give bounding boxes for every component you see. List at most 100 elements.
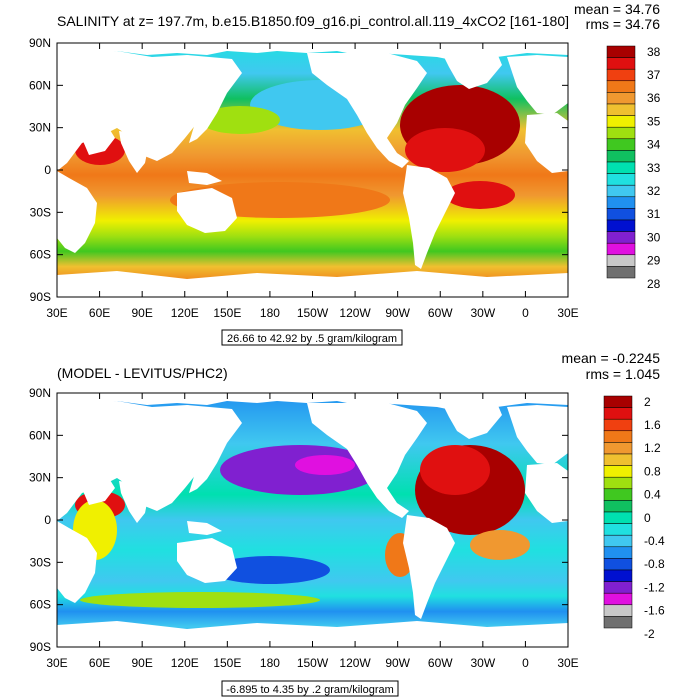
panel-1-colorbar-swatch — [606, 184, 636, 198]
panel-2-colorbar-swatch — [603, 407, 633, 420]
panel-2-range-box — [221, 680, 399, 697]
panel-2-colorbar-swatch — [603, 604, 633, 617]
panel-1-x-tick-label: 0 — [522, 306, 529, 320]
panel-1-colorbar: 38 37 36 35 34 33 32 31 30 29 28 — [606, 45, 661, 291]
panel-1-colorbar-swatch — [606, 196, 636, 209]
panel-1-colorbar-swatch — [606, 173, 636, 186]
panel-2-colorbar-swatch — [603, 453, 633, 466]
panel-1-x-tick-label: 180 — [260, 306, 280, 320]
panel-2-title: (MODEL - LEVITUS/PHC2) — [57, 365, 228, 381]
panel-1-colorbar-swatch — [606, 138, 636, 151]
panel-1-x-tick-label: 120E — [171, 306, 199, 320]
panel-1-colorbar-swatch — [606, 68, 636, 82]
panel-1-colorbar-swatch — [606, 92, 636, 105]
panel-2-colorbar-swatch — [603, 523, 633, 536]
panel-1-colorbar-label: 29 — [647, 254, 661, 268]
panel-1-colorbar-label: 36 — [647, 91, 661, 105]
panel-2-y-tick-label: 60N — [29, 428, 51, 442]
panel-2-mean: mean = -0.2245 — [562, 350, 661, 366]
panel-2-y-tick-label: 90N — [29, 386, 51, 400]
panel-1-x-tick-label: 150W — [297, 306, 329, 320]
panel-2: (MODEL - LEVITUS/PHC2) mean = -0.2245 rm… — [29, 350, 665, 697]
panel-1-colorbar-label: 32 — [647, 184, 661, 198]
panel-2-colorbar-swatch — [603, 558, 633, 571]
panel-1-colorbar-swatch — [606, 208, 636, 221]
panel-2-colorbar-swatch — [603, 592, 633, 606]
panel-2-x-tick-label: 90W — [385, 656, 410, 670]
panel-2-x-tick-label: 120E — [171, 656, 199, 670]
panel-2-colorbar-label: 0 — [644, 511, 651, 525]
panel-1-colorbar-swatch — [606, 126, 636, 140]
panel-1-x-tick-label: 120W — [339, 306, 371, 320]
panel-1-x-tick-label: 60W — [428, 306, 453, 320]
panel-2-x-tick-label: 150W — [297, 656, 329, 670]
panel-1-x-tick-label: 150E — [213, 306, 241, 320]
panel-2-colorbar-swatch — [603, 569, 633, 582]
panel-1-x-tick-label: 90W — [385, 306, 410, 320]
panel-2-colorbar-label: 1.2 — [644, 441, 661, 455]
panel-1-rms: rms = 34.76 — [586, 16, 661, 32]
panel-1-atlantic-high — [405, 128, 485, 172]
panel-1-y-tick-label: 60N — [29, 78, 51, 92]
panel-2-x-tick-label: 150E — [213, 656, 241, 670]
panel-2-colorbar-label: -0.8 — [644, 557, 665, 571]
panel-1-colorbar-swatch — [606, 115, 636, 128]
panel-1-colorbar-swatch — [606, 150, 636, 163]
panel-1-colorbar-swatch — [606, 231, 636, 244]
panel-1-x-tick-label: 60E — [89, 306, 110, 320]
panel-2-x-axis: 30E 60E 90E 120E 150E 180 150W 120W 90W 60W 30W 0 30… — [46, 393, 579, 670]
panel-1-y-tick-label: 90N — [29, 36, 51, 50]
panel-2-x-tick-label: 90E — [131, 656, 152, 670]
panel-1-colorbar-swatch — [606, 161, 636, 174]
panel-2-x-tick-label: 30E — [557, 656, 578, 670]
panel-2-y-tick-label: 90S — [30, 640, 51, 654]
panel-1-colorbar-swatch — [606, 242, 636, 256]
panel-2-colorbar-label: -2 — [644, 627, 655, 641]
panel-1-y-tick-label: 60S — [30, 248, 51, 262]
panel-2-colorbar-label: 2 — [644, 395, 651, 409]
panel-1-colorbar-swatch — [606, 57, 636, 70]
panel-2-colorbar-swatch — [603, 546, 633, 559]
panel-2-colorbar-swatch — [603, 534, 633, 548]
panel-1-colorbar-label: 28 — [647, 277, 661, 291]
panel-1-mean: mean = 34.76 — [574, 1, 660, 17]
panel-2-colorbar-swatch — [603, 395, 633, 408]
panel-1-map — [57, 43, 568, 297]
panel-2-x-tick-label: 60W — [428, 656, 453, 670]
panel-2-south-pacific-negative — [210, 556, 330, 584]
panel-2-colorbar-swatch — [603, 616, 633, 629]
panel-2-colorbar-swatch — [603, 465, 633, 478]
panel-2-range-label: -6.895 to 4.35 by .2 gram/kilogram — [226, 684, 394, 696]
panel-1-colorbar-label: 38 — [647, 45, 661, 59]
panel-1-colorbar-swatch — [606, 266, 636, 279]
panel-2-north-pacific-min — [295, 455, 355, 475]
panel-1-y-tick-label: 0 — [44, 163, 51, 177]
panel-2-colorbar-swatch — [603, 581, 633, 594]
panel-1: SALINITY at z= 197.7m, b.e15.B1850.f09_g… — [29, 1, 661, 346]
panel-1-colorbar-swatch — [606, 254, 636, 267]
panel-2-colorbar-swatch — [603, 488, 633, 501]
panel-2-colorbar: 2 1.6 1.2 0.8 0.4 0 -0.4 -0.8 -1.2 -1.6 -2 — [603, 395, 665, 641]
panel-1-colorbar-label: 35 — [647, 114, 661, 128]
panel-2-colorbar-label: 1.6 — [644, 418, 661, 432]
panel-2-colorbar-label: 0.4 — [644, 488, 661, 502]
panel-1-y-tick-label: 90S — [30, 290, 51, 304]
panel-2-x-tick-label: 180 — [260, 656, 280, 670]
panel-1-colorbar-swatch — [606, 219, 636, 232]
panel-1-colorbar-swatch — [606, 80, 636, 93]
panel-2-colorbar-label: -1.2 — [644, 580, 665, 594]
panel-1-colorbar-label: 33 — [647, 161, 661, 175]
panel-2-colorbar-label: 0.8 — [644, 464, 661, 478]
panel-2-colorbar-swatch — [603, 430, 633, 443]
panel-1-y-axis: 90N 60N 30N 0 30S 60S 90S — [29, 36, 568, 304]
panel-2-colorbar-swatch — [603, 442, 633, 455]
panel-2-southern-ocean-band — [80, 592, 320, 608]
panel-1-colorbar-label: 37 — [647, 68, 661, 82]
panel-1-y-tick-label: 30S — [30, 205, 51, 219]
panel-2-colorbar-swatch — [603, 418, 633, 432]
panel-1-range-label: 26.66 to 42.92 by .5 gram/kilogram — [227, 333, 397, 345]
panel-2-x-tick-label: 60E — [89, 656, 110, 670]
panel-2-colorbar-label: -0.4 — [644, 534, 665, 548]
panel-2-colorbar-swatch — [603, 500, 633, 513]
